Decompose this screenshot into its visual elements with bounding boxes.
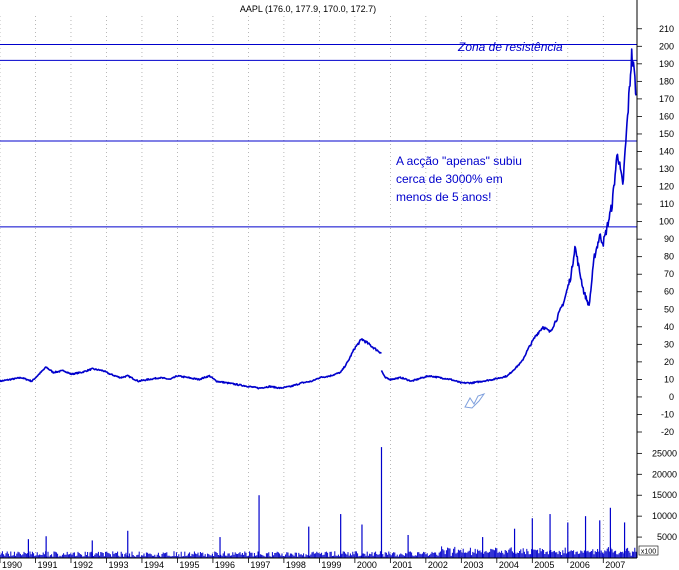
y-tick-label: 90 xyxy=(664,234,674,244)
y-tick-label: 10 xyxy=(664,374,674,384)
y-tick-label: 60 xyxy=(664,287,674,297)
y-tick-label: 110 xyxy=(660,199,674,209)
x-tick-label: 2001 xyxy=(392,560,412,570)
y-tick-label: 210 xyxy=(659,24,674,34)
volume-tick-label: 25000 xyxy=(652,448,677,458)
annotations: Zona de resistência A acção "apenas" subi… xyxy=(396,40,563,409)
resistance-lines xyxy=(0,44,637,228)
y-tick-label: 70 xyxy=(664,269,674,279)
volume-bars xyxy=(0,447,637,558)
x-tick-label: 1992 xyxy=(73,560,93,570)
x-tick-label: 1993 xyxy=(108,560,128,570)
x-tick-label: 2002 xyxy=(428,560,448,570)
chart-title: AAPL (176.0, 177.9, 170.0, 172.7) xyxy=(240,4,376,14)
price-series xyxy=(0,48,638,390)
y-tick-label: 20 xyxy=(664,357,674,367)
y-tick-label: 200 xyxy=(659,41,674,51)
x-tick-label: 2006 xyxy=(570,560,590,570)
x-tick-label: 2007 xyxy=(605,560,625,570)
x-tick-label: 1995 xyxy=(179,560,199,570)
x-tick-label: 1990 xyxy=(2,560,22,570)
y-tick-label: 100 xyxy=(659,217,674,227)
y-tick-label: 150 xyxy=(659,129,674,139)
y-tick-label: -20 xyxy=(661,427,674,437)
axes xyxy=(0,0,642,563)
x-tick-label: 1996 xyxy=(215,560,235,570)
x-tick-label: 1998 xyxy=(286,560,306,570)
volume-tick-label: 15000 xyxy=(652,490,677,500)
x-tick-label: 2000 xyxy=(357,560,377,570)
tick-labels: 1990 1991 1992 1993 1994 1995 1996 1997 1998 1999… xyxy=(2,24,677,570)
y-tick-label: 170 xyxy=(659,94,674,104)
y-tick-label: 0 xyxy=(669,392,674,402)
annotation-text: cerca de 3000% em xyxy=(396,172,503,186)
x-tick-label: 2003 xyxy=(463,560,483,570)
y-tick-label: 190 xyxy=(659,59,674,69)
x-tick-label: 1991 xyxy=(37,560,57,570)
x-tick-label: 2004 xyxy=(499,560,519,570)
annotation-text: menos de 5 anos! xyxy=(396,190,491,204)
arrow-scribble xyxy=(464,393,486,409)
resistance-zone-label: Zona de resistência xyxy=(457,40,563,54)
x-tick-label: 2005 xyxy=(534,560,554,570)
volume-tick-label: 20000 xyxy=(652,469,677,479)
vertical-gridlines xyxy=(0,16,604,558)
y-tick-label: 80 xyxy=(664,252,674,262)
volume-tick-label: 10000 xyxy=(652,511,677,521)
x-tick-label: 1994 xyxy=(144,560,164,570)
x-tick-label: 1999 xyxy=(321,560,341,570)
x-tick-label: 1997 xyxy=(250,560,270,570)
annotation-text: A acção "apenas" subiu xyxy=(396,154,522,168)
price-line xyxy=(0,338,382,390)
volume-tick-label: 5000 xyxy=(657,532,677,542)
volume-noise xyxy=(0,546,637,558)
y-tick-label: 120 xyxy=(659,182,674,192)
price-line xyxy=(380,48,638,385)
y-tick-label: 30 xyxy=(664,339,674,349)
scale-label: x100 xyxy=(641,549,656,556)
y-tick-label: 180 xyxy=(659,76,674,86)
y-tick-label: -10 xyxy=(661,409,674,419)
y-tick-label: 130 xyxy=(659,164,674,174)
y-tick-label: 40 xyxy=(664,322,674,332)
y-tick-label: 140 xyxy=(659,146,674,156)
y-tick-label: 50 xyxy=(664,304,674,314)
y-tick-label: 160 xyxy=(659,111,674,121)
scale-box xyxy=(638,545,659,556)
